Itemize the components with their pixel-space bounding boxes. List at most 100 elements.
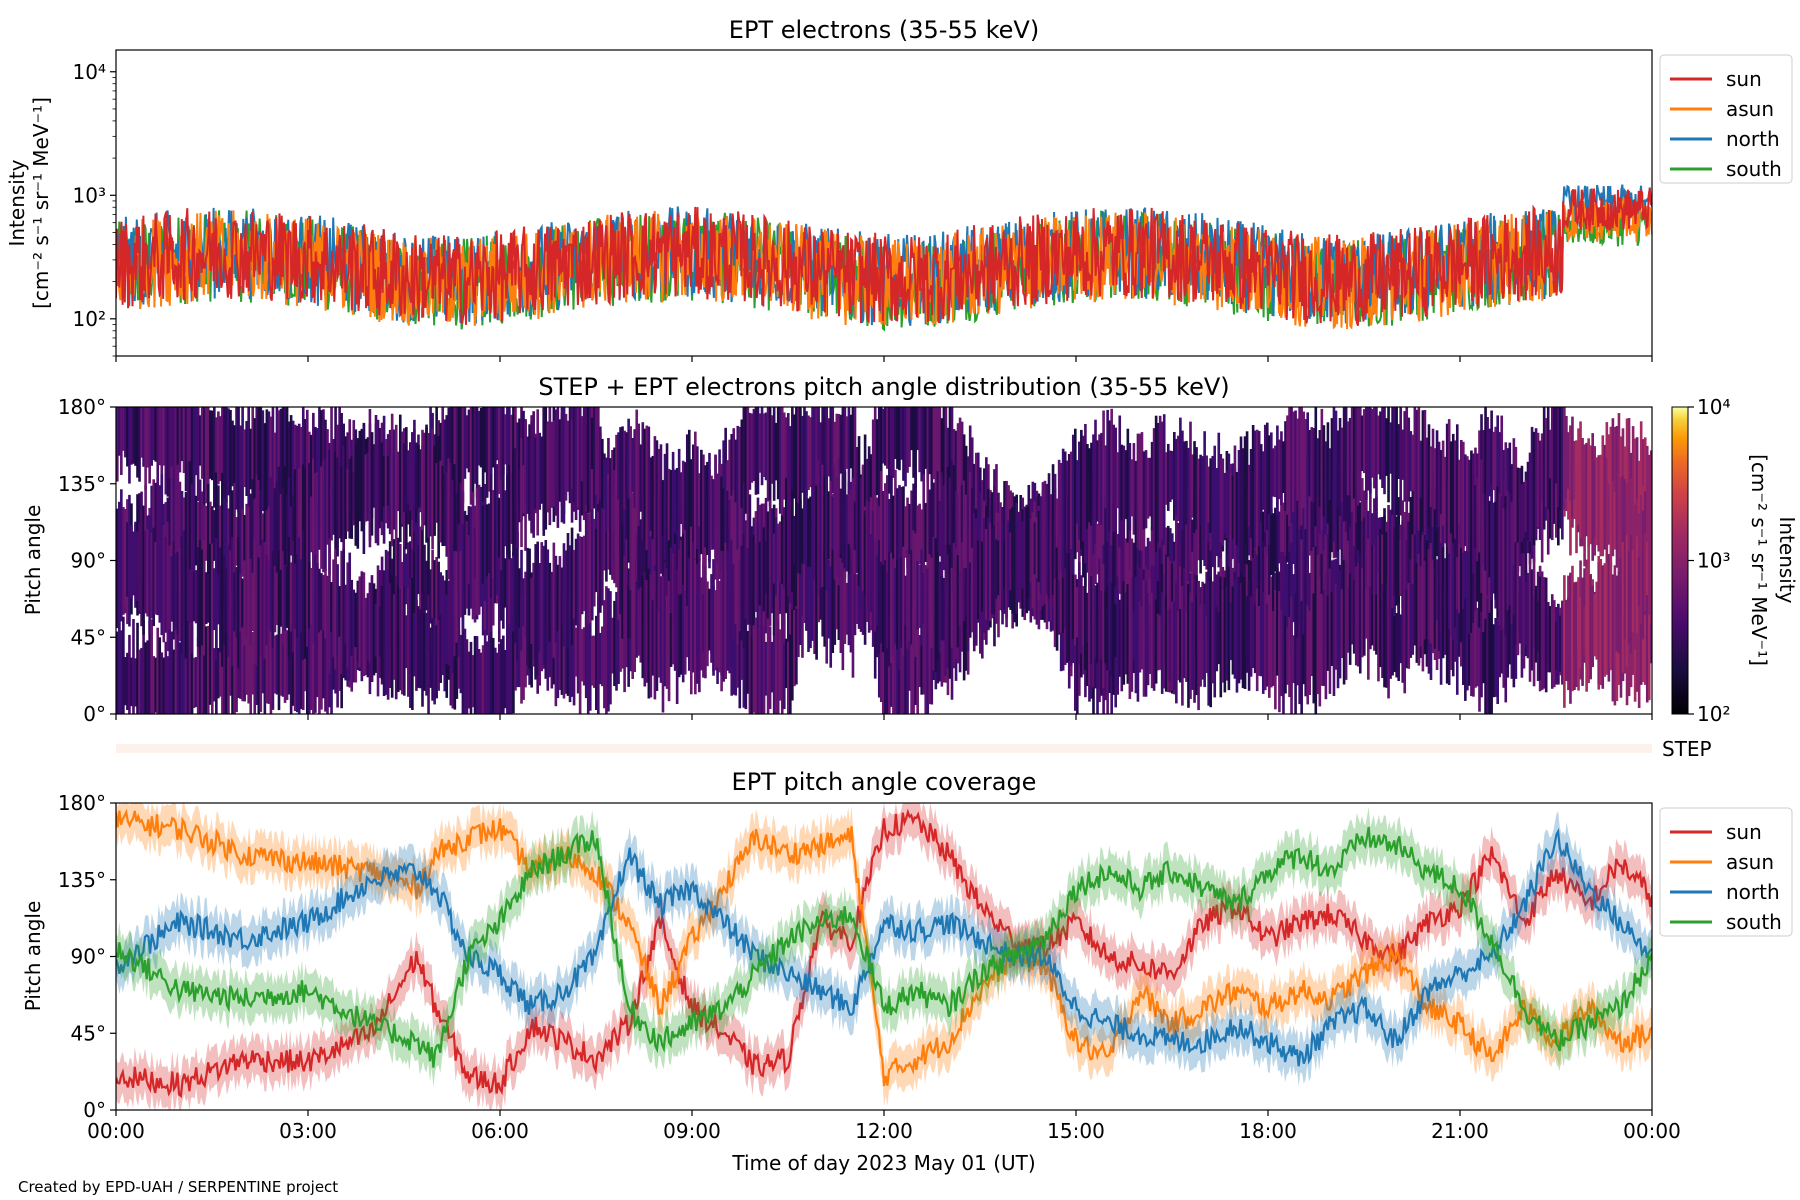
pad-cell <box>259 615 263 712</box>
pad-cell <box>1365 407 1368 500</box>
coverage-ytick-label-0: 0° <box>83 1098 106 1122</box>
pad-cell <box>348 552 352 681</box>
pad-cell <box>158 539 162 623</box>
pad-cell <box>374 603 378 657</box>
pad-cell <box>1395 516 1398 606</box>
pad-cell <box>993 525 996 615</box>
pad-cell <box>1284 555 1287 650</box>
pad-cell <box>1280 486 1283 587</box>
pad-cell <box>277 410 281 516</box>
pad-cell <box>1498 624 1502 678</box>
pad-cell <box>619 427 622 539</box>
pad-cell <box>1619 436 1623 499</box>
pad-cell <box>694 560 697 695</box>
pad-cell <box>257 480 261 600</box>
pad-cell <box>194 657 198 707</box>
pad-cell <box>518 418 521 498</box>
pad-cell <box>1259 490 1263 582</box>
pad-cell <box>1637 557 1641 607</box>
coverage-xtick-label-8: 00:00 <box>1623 1119 1681 1143</box>
pad-cell <box>803 407 806 513</box>
pad-cell <box>910 490 913 577</box>
pad-cell <box>1583 462 1586 511</box>
pad-cell <box>500 479 503 571</box>
pad-cell <box>916 407 919 451</box>
pad-cell <box>249 602 253 714</box>
pad-cell <box>158 637 162 714</box>
pad-cell <box>1120 444 1124 521</box>
pad-cell <box>886 632 889 714</box>
pad-cell <box>180 491 184 563</box>
pad-cell <box>1350 591 1354 645</box>
pad-cell <box>904 506 907 558</box>
pad-cell <box>217 411 220 485</box>
pad-cell <box>1213 445 1217 551</box>
intensity-line-sun <box>116 188 1652 326</box>
pad-cell <box>869 454 873 502</box>
pad-cell <box>172 649 176 714</box>
pad-cell <box>1090 442 1093 526</box>
pad-cell <box>1401 520 1405 621</box>
pad-cell <box>1421 535 1425 672</box>
pad-cell <box>1314 407 1318 527</box>
pad-cell <box>316 471 319 569</box>
pad-cell <box>894 469 897 589</box>
pad-cell <box>192 407 196 499</box>
pad-cell <box>305 489 309 564</box>
pad-cell <box>1464 454 1467 547</box>
pad-cell <box>574 627 578 677</box>
pad-ytick-label-1: 45° <box>71 625 106 649</box>
pad-cell <box>568 595 572 703</box>
pad-cell <box>1037 510 1041 582</box>
pad-cell <box>823 407 826 503</box>
pad-cell <box>1621 541 1625 673</box>
pad-cell <box>427 594 430 714</box>
intensity-legend-box <box>1659 54 1793 184</box>
pad-cell <box>1401 429 1405 480</box>
pad-cell <box>1122 580 1126 685</box>
pad-cell <box>253 539 257 664</box>
pad-cell <box>1451 522 1455 640</box>
pad-cell <box>786 413 790 504</box>
pad-cell <box>1506 490 1510 581</box>
pad-cell <box>287 636 291 695</box>
pad-cell <box>1263 487 1267 594</box>
pad-cell <box>508 550 511 624</box>
pad-cell <box>609 591 612 705</box>
pad-cell <box>1221 458 1225 546</box>
pad-cell <box>1146 593 1150 686</box>
pad-cell <box>629 426 632 498</box>
pad-cell <box>1205 455 1208 532</box>
pad-cell <box>902 486 905 577</box>
pad-cell <box>548 408 552 524</box>
pad-cell <box>1247 580 1251 691</box>
pad-cell <box>1215 468 1219 530</box>
pad-cell <box>572 407 576 503</box>
pad-cell <box>124 657 127 706</box>
pad-cell <box>154 542 158 615</box>
pad-cell <box>1290 596 1293 714</box>
pad-cell <box>1443 586 1447 655</box>
pad-cell <box>671 451 675 553</box>
pad-cell <box>265 554 269 646</box>
pad-cell <box>235 567 238 638</box>
pad-cell <box>1451 433 1455 544</box>
pad-cell <box>1344 562 1348 680</box>
pad-cell <box>615 591 618 691</box>
pad-cell <box>378 606 382 657</box>
pad-cell <box>1126 428 1130 543</box>
pad-cell <box>1399 614 1402 664</box>
pad-cell <box>639 587 643 663</box>
pad-cell <box>283 466 287 599</box>
pad-cell <box>152 656 155 714</box>
pad-cell <box>855 574 859 624</box>
pad-cell <box>449 463 453 584</box>
pad-cell <box>1296 539 1299 653</box>
pad-cell <box>1142 579 1146 697</box>
pad-cell <box>435 407 438 512</box>
pad-cell <box>1639 595 1643 685</box>
pad-cell <box>1522 481 1526 538</box>
pad-cell <box>801 554 804 617</box>
pad-cell <box>1526 573 1530 659</box>
pad-cell <box>1118 533 1122 594</box>
